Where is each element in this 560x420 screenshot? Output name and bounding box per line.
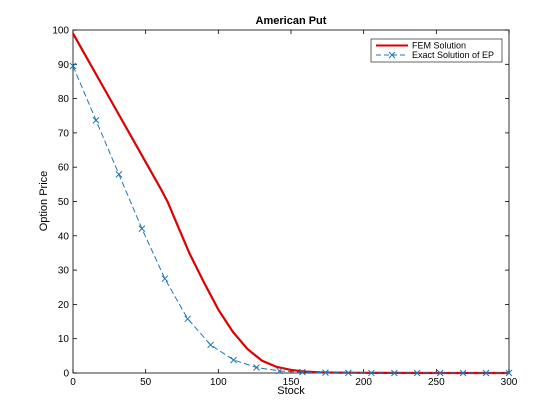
axis-ticks: 0 50 100 150 200 250 300 0 10 20 30 40 50 60 70 80 90 100 <box>52 26 517 389</box>
series-layer <box>69 32 513 377</box>
data-point <box>413 369 421 377</box>
y-tick-label: 40 <box>58 231 70 242</box>
y-tick-label: 30 <box>58 266 70 277</box>
chart-title: American Put <box>256 15 327 27</box>
y-tick-label: 60 <box>58 163 70 174</box>
y-tick-label: 80 <box>58 94 70 105</box>
data-point <box>138 225 146 232</box>
data-point <box>459 369 467 377</box>
data-point <box>184 315 192 323</box>
data-point <box>322 369 329 377</box>
data-point <box>482 369 490 377</box>
x-tick-label: 250 <box>428 377 445 388</box>
plot-area <box>72 29 510 374</box>
data-point <box>253 364 260 371</box>
legend-marker-exact <box>388 51 396 59</box>
data-point <box>69 62 77 70</box>
y-tick-label: 20 <box>58 300 70 311</box>
data-point <box>276 367 283 375</box>
data-point <box>345 369 352 377</box>
data-point <box>368 369 375 377</box>
x-tick-label: 50 <box>140 377 152 388</box>
y-tick-label: 70 <box>58 128 70 139</box>
y-tick-label: 0 <box>63 369 69 380</box>
legend: FEM Solution Exact Solution of EP <box>370 38 503 63</box>
y-axis-label: Option Price <box>38 171 50 232</box>
y-tick-label: 100 <box>52 26 69 37</box>
x-tick-label: 0 <box>70 377 76 388</box>
legend-x-marker <box>388 51 396 59</box>
data-point <box>505 369 513 377</box>
x-tick-label: 100 <box>210 377 227 388</box>
legend-label-fem: FEM Solution <box>412 41 466 51</box>
data-point <box>115 171 123 178</box>
data-point <box>390 369 398 377</box>
x-tick-label: 300 <box>501 377 518 388</box>
series-line-1 <box>72 65 509 374</box>
x-tick-label: 200 <box>355 377 372 388</box>
x-tick-label: 150 <box>283 377 300 388</box>
data-point <box>207 341 214 349</box>
legend-label-exact: Exact Solution of EP <box>412 50 494 60</box>
x-axis-label: Stock <box>277 385 305 397</box>
y-tick-label: 10 <box>58 334 70 345</box>
data-point <box>299 368 306 376</box>
data-point <box>436 369 444 377</box>
data-point <box>230 356 237 364</box>
y-tick-label: 50 <box>58 197 70 208</box>
data-point <box>161 275 169 283</box>
data-point <box>92 116 100 124</box>
y-tick-label: 90 <box>58 60 70 71</box>
